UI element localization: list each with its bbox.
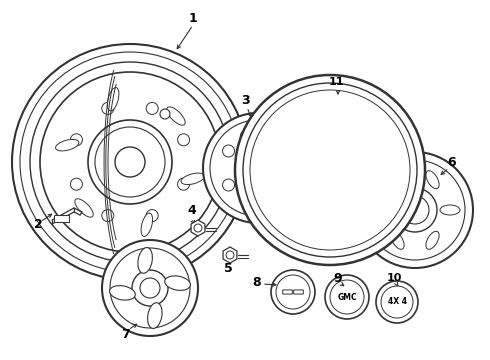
Polygon shape: [191, 220, 205, 236]
Ellipse shape: [391, 171, 404, 189]
Circle shape: [71, 178, 82, 190]
Circle shape: [177, 178, 190, 190]
Ellipse shape: [147, 303, 162, 328]
Text: 9: 9: [334, 271, 343, 284]
Circle shape: [140, 278, 160, 298]
Circle shape: [177, 134, 190, 146]
FancyBboxPatch shape: [294, 290, 303, 294]
Ellipse shape: [55, 139, 79, 151]
Circle shape: [132, 270, 168, 306]
Circle shape: [210, 120, 306, 216]
Circle shape: [245, 155, 271, 181]
Circle shape: [250, 90, 410, 250]
Circle shape: [401, 196, 429, 224]
Text: 4: 4: [188, 203, 196, 216]
Circle shape: [12, 44, 248, 280]
Text: GMC: GMC: [337, 292, 357, 302]
Circle shape: [357, 152, 473, 268]
Text: 7: 7: [121, 328, 129, 342]
Ellipse shape: [426, 171, 439, 189]
Circle shape: [381, 286, 413, 318]
Circle shape: [222, 179, 235, 191]
Circle shape: [222, 145, 235, 157]
Circle shape: [365, 160, 465, 260]
Circle shape: [393, 188, 437, 232]
Circle shape: [160, 109, 170, 119]
Text: 8: 8: [253, 275, 261, 288]
Polygon shape: [223, 247, 237, 263]
Circle shape: [40, 72, 220, 252]
Text: 6: 6: [448, 156, 456, 168]
Circle shape: [194, 224, 202, 232]
Circle shape: [102, 102, 114, 114]
Circle shape: [102, 210, 114, 222]
FancyBboxPatch shape: [283, 290, 293, 294]
Circle shape: [271, 270, 315, 314]
Text: 1: 1: [189, 12, 197, 24]
Circle shape: [95, 127, 165, 197]
Ellipse shape: [426, 231, 439, 249]
Circle shape: [238, 148, 278, 188]
Text: 4X 4: 4X 4: [388, 297, 407, 306]
Ellipse shape: [165, 276, 191, 291]
Circle shape: [146, 210, 158, 222]
Circle shape: [235, 75, 425, 265]
Circle shape: [88, 120, 172, 204]
Ellipse shape: [107, 87, 119, 111]
Circle shape: [241, 194, 252, 206]
Ellipse shape: [167, 107, 185, 125]
Text: 2: 2: [34, 219, 42, 231]
Circle shape: [264, 194, 276, 206]
Circle shape: [330, 280, 364, 314]
Text: 5: 5: [223, 261, 232, 274]
Circle shape: [71, 134, 82, 146]
Circle shape: [115, 147, 145, 177]
Ellipse shape: [370, 205, 390, 215]
Ellipse shape: [181, 173, 204, 185]
Ellipse shape: [141, 213, 152, 237]
Ellipse shape: [440, 205, 460, 215]
Circle shape: [281, 145, 294, 157]
Circle shape: [146, 102, 158, 114]
Circle shape: [102, 240, 198, 336]
Ellipse shape: [110, 285, 135, 300]
Text: 10: 10: [386, 273, 402, 283]
Circle shape: [281, 179, 294, 191]
Circle shape: [276, 275, 310, 309]
Text: 11: 11: [328, 77, 344, 87]
Circle shape: [241, 130, 252, 142]
Circle shape: [110, 248, 190, 328]
FancyBboxPatch shape: [54, 216, 70, 222]
Circle shape: [325, 275, 369, 319]
Circle shape: [264, 130, 276, 142]
Circle shape: [226, 251, 234, 259]
Circle shape: [243, 83, 417, 257]
Circle shape: [30, 62, 230, 262]
Ellipse shape: [75, 199, 93, 217]
Ellipse shape: [138, 248, 152, 273]
Circle shape: [376, 281, 418, 323]
Circle shape: [203, 113, 313, 223]
Text: 3: 3: [241, 94, 249, 107]
Ellipse shape: [391, 231, 404, 249]
Circle shape: [20, 52, 240, 272]
